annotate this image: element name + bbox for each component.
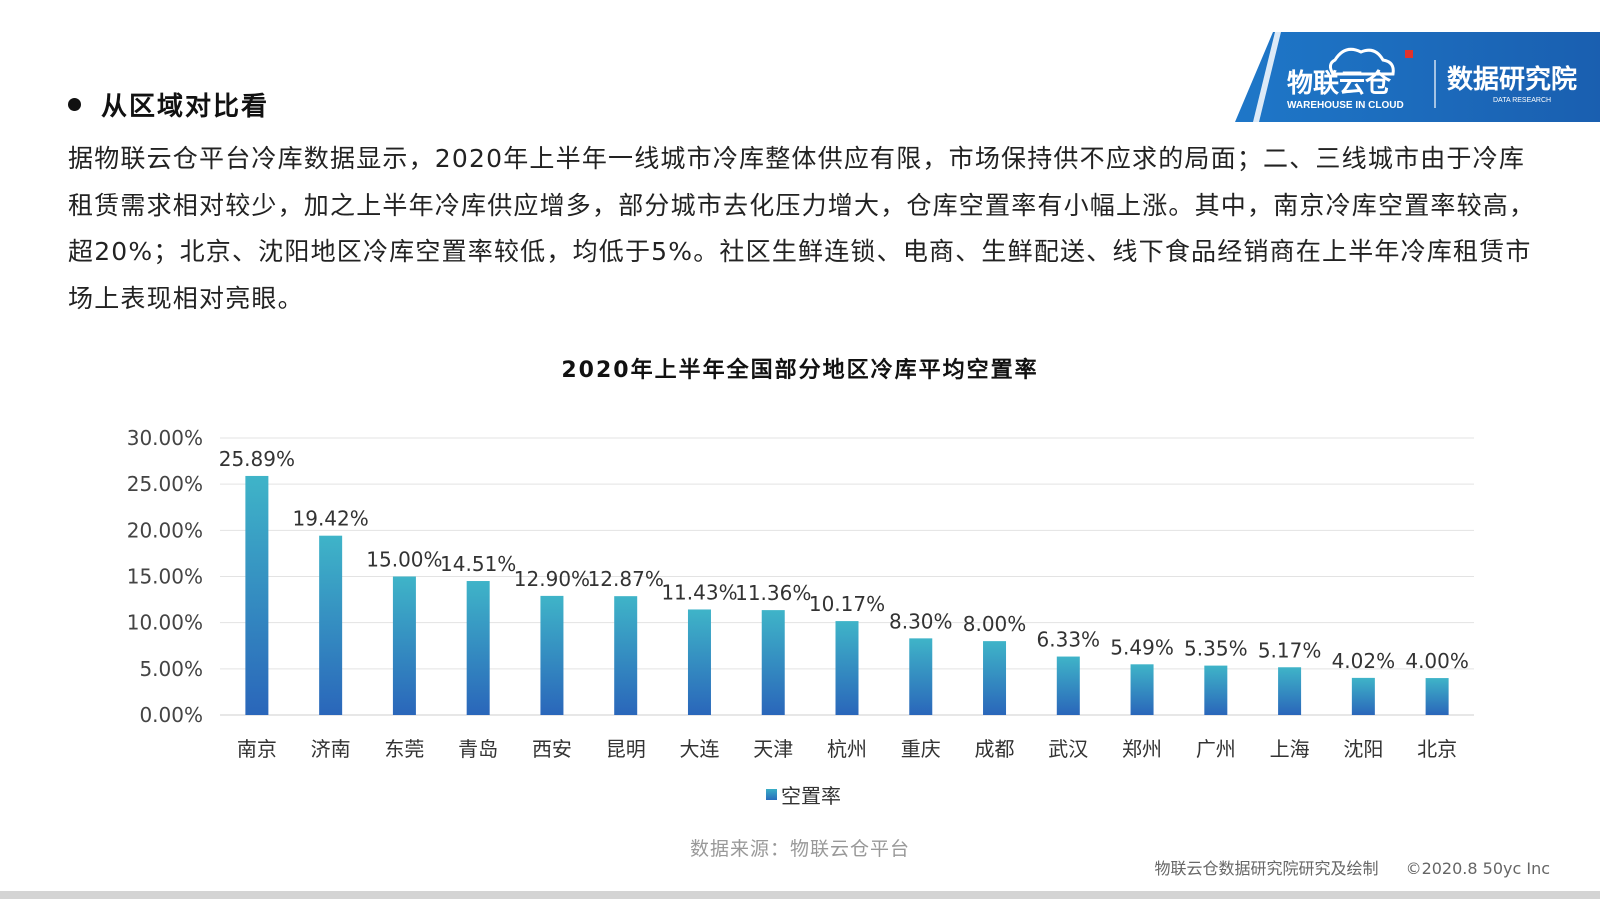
cloud-icon <box>1328 47 1395 76</box>
y-tick-label: 30.00% <box>127 426 203 450</box>
section-heading: 从区域对比看 <box>68 86 269 123</box>
intro-paragraph: 据物联云仓平台冷库数据显示，2020年上半年一线城市冷库整体供应有限，市场保持供… <box>68 144 1536 313</box>
bullet-icon <box>68 98 81 111</box>
y-tick-label: 25.00% <box>127 472 203 496</box>
x-tick-label: 西安 <box>532 737 572 761</box>
x-tick-label: 上海 <box>1270 737 1310 761</box>
x-tick-label: 济南 <box>311 737 351 761</box>
x-tick-label: 南京 <box>237 737 277 761</box>
data-label: 10.17% <box>809 592 885 616</box>
bar-昆明 <box>614 596 638 715</box>
footer-copyright: ©2020.8 50yc Inc <box>1405 859 1550 878</box>
bar-大连 <box>687 609 711 715</box>
logo-red-accent <box>1405 50 1413 58</box>
bar-北京 <box>1425 678 1449 715</box>
data-label: 14.51% <box>440 552 516 576</box>
bar-南京 <box>245 475 269 715</box>
y-tick-label: 5.00% <box>139 657 203 681</box>
bar-青岛 <box>466 581 490 715</box>
bar-东莞 <box>392 576 416 715</box>
bar-重庆 <box>909 638 933 715</box>
grid-lines <box>220 437 1474 716</box>
x-tick-label: 广州 <box>1196 737 1236 761</box>
x-tick-label: 大连 <box>679 737 719 761</box>
x-tick-label: 天津 <box>753 737 793 761</box>
x-tick-label: 武汉 <box>1048 737 1088 761</box>
data-label: 8.00% <box>963 612 1027 636</box>
y-tick-label: 10.00% <box>127 611 203 635</box>
data-label: 5.49% <box>1110 635 1174 659</box>
legend-swatch <box>766 789 777 800</box>
y-tick-label: 15.00% <box>127 565 203 589</box>
legend-label: 空置率 <box>781 784 841 808</box>
logo-brand-subtext: WAREHOUSE IN CLOUD <box>1287 100 1404 111</box>
brand-logo: 物联云仓 WAREHOUSE IN CLOUD 数据研究院 DATA RESEA… <box>1235 32 1600 122</box>
bar-杭州 <box>835 621 859 715</box>
data-labels: 25.89% 19.42% 15.00%14.51%12.90%12.87%11.4… <box>219 447 1469 673</box>
x-tick-label: 成都 <box>975 737 1015 761</box>
bar-上海 <box>1278 667 1302 715</box>
y-tick-label: 0.00% <box>139 703 203 727</box>
chart-title: 2020年上半年全国部分地区冷库平均空置率 <box>561 358 1039 383</box>
data-source: 数据来源：物联云仓平台 <box>689 838 910 860</box>
data-label: 5.17% <box>1258 638 1322 662</box>
x-tick-label: 东莞 <box>384 737 424 761</box>
x-tick-label: 沈阳 <box>1343 737 1383 761</box>
x-tick-label: 郑州 <box>1122 737 1162 761</box>
data-label: 6.33% <box>1037 628 1101 652</box>
bar-广州 <box>1204 665 1228 715</box>
data-label: 5.35% <box>1184 637 1248 661</box>
logo-research-text: 数据研究院 <box>1447 64 1577 94</box>
data-label: 11.36% <box>735 581 811 605</box>
data-label: 15.00% <box>366 548 442 572</box>
x-tick-label: 昆明 <box>606 737 646 761</box>
x-tick-label: 杭州 <box>827 737 867 761</box>
bar-武汉 <box>1056 656 1080 715</box>
data-label: 25.89% <box>219 447 295 471</box>
x-tick-label: 青岛 <box>458 737 498 761</box>
footer-credit: 物联云仓数据研究院研究及绘制 <box>1154 859 1379 878</box>
logo-brand-text: 物联云仓 <box>1287 68 1392 98</box>
bar-沈阳 <box>1351 677 1375 715</box>
logo-research-subtext: DATA RESEARCH <box>1493 97 1551 104</box>
logo-background <box>1235 32 1600 122</box>
data-label: 19.42% <box>293 507 369 531</box>
section-title: 从区域对比看 <box>101 92 270 122</box>
data-label: 12.87% <box>588 567 664 591</box>
footer: 物联云仓数据研究院研究及绘制 ©2020.8 50yc Inc <box>1154 855 1550 879</box>
x-tick-label: 重庆 <box>901 737 941 761</box>
bars <box>245 475 1449 715</box>
y-tick-label: 20.00% <box>127 518 203 542</box>
data-label: 4.00% <box>1405 649 1469 673</box>
data-label: 8.30% <box>889 609 953 633</box>
bar-天津 <box>761 610 785 715</box>
x-tick-label: 北京 <box>1417 737 1457 761</box>
bar-郑州 <box>1130 664 1154 715</box>
chart-legend: 空置率 <box>766 780 841 809</box>
bar-济南 <box>319 535 343 715</box>
bar-西安 <box>540 595 564 715</box>
bar-成都 <box>983 641 1007 715</box>
data-label: 4.02% <box>1332 649 1396 673</box>
y-axis-ticks: 0.00% 5.00% 10.00% 15.00% 20.00% 25.00% 30.00% <box>127 426 203 727</box>
bottom-bar <box>0 891 1600 899</box>
data-label: 11.43% <box>661 580 737 604</box>
data-label: 12.90% <box>514 567 590 591</box>
x-axis-ticks: 南京 济南 东莞 青岛 西安 昆明 大连 天津 杭州 重庆 成都 武汉 郑州 广州 上海 沈阳 北京 <box>237 737 1457 761</box>
